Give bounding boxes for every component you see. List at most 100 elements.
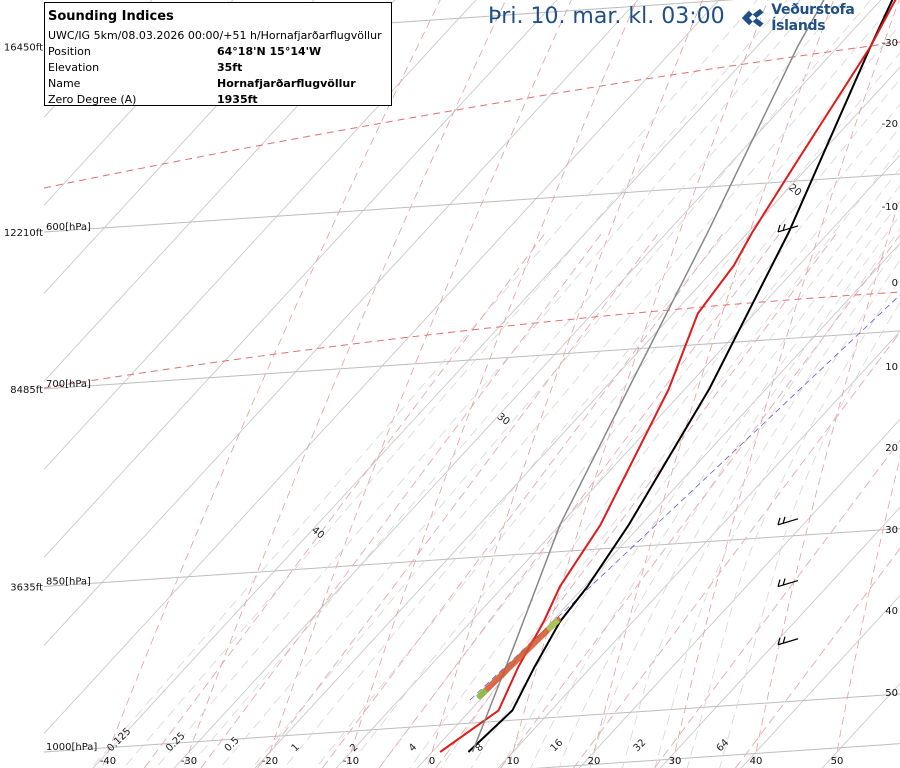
moist-adiabat-label: 40 (309, 525, 326, 542)
moist-adiabat (378, 103, 900, 768)
brand[interactable]: Veðurstofa Íslands (740, 2, 900, 34)
right-temperature-label: 10 (885, 362, 898, 373)
altitude-label: 12210ft (4, 228, 43, 239)
pressure-label: 700[hPa] (46, 379, 91, 390)
info-label-name: Name (48, 77, 81, 90)
forecast-time-title: Þri. 10. mar. kl. 03:00 (488, 4, 725, 29)
lcl-segment-end (545, 617, 561, 633)
mixing-ratio-line (653, 439, 900, 768)
moist-adiabat (123, 0, 788, 768)
right-temperature-label: -20 (882, 119, 898, 130)
pressure-label: 600[hPa] (46, 222, 91, 233)
freezing-level-lower (44, 291, 900, 389)
right-temperature-label: 0 (892, 278, 898, 289)
isobar-line (44, 528, 900, 588)
lcl-segment (477, 617, 561, 699)
temperature-tick-label: -40 (100, 756, 116, 767)
moist-adiabat-label: 20 (786, 182, 803, 199)
temperature-tick-label: -10 (343, 756, 359, 767)
mixing-ratio-line (572, 331, 900, 768)
info-label-zero-degree: Zero Degree (A) (48, 93, 137, 106)
dry-adiabat-grid (101, 0, 900, 768)
altitude-label: 3635ft (10, 583, 43, 594)
mixing-ratio-label: 1 (290, 742, 302, 754)
temperature-tick-label: 40 (750, 756, 763, 767)
mixing-ratio-label: 0.125 (105, 726, 133, 754)
right-temperature-label: -10 (882, 202, 898, 213)
moist-adiabat (315, 52, 900, 768)
mixing-ratio-line (734, 547, 900, 768)
right-temperature-label: 40 (885, 606, 898, 617)
freezing-level-lines (44, 41, 900, 701)
wind-barbs (777, 223, 799, 646)
info-value-elevation: 35ft (217, 61, 243, 74)
mixing-ratio-line (200, 231, 603, 768)
isotherm-line (254, 66, 900, 768)
vedurstofa-logo-icon (741, 8, 764, 28)
isobar-grid (44, 0, 900, 768)
mixing-ratio-line (143, 231, 547, 768)
isobar-line (44, 330, 900, 390)
moist-adiabat (440, 147, 900, 768)
mixing-ratio-label: 0.5 (223, 735, 242, 754)
isotherm-line (872, 0, 900, 768)
mixing-ratio-line (378, 231, 782, 768)
moist-adiabat (346, 78, 900, 768)
dry-adiabat (508, 0, 769, 768)
brand-name: Veðurstofa Íslands (771, 2, 855, 34)
moist-adiabat (500, 185, 900, 768)
series-dew-point (439, 0, 897, 753)
dry-adiabat (264, 0, 572, 768)
wind-barb (777, 578, 799, 588)
isotherm-line (335, 154, 900, 768)
altitude-label: 8485ft (10, 385, 43, 396)
series-temperature (467, 0, 894, 753)
temperature-tick-label: 50 (831, 756, 844, 767)
moist-adiabat (219, 0, 872, 768)
moist-adiabat-label: 30 (495, 411, 512, 428)
moist-adiabat (90, 0, 758, 768)
mixing-ratio-label: 4 (407, 742, 419, 754)
mixing-ratio-line (500, 234, 900, 768)
right-temperature-label: 20 (885, 443, 898, 454)
mixing-ratio-line (435, 231, 838, 768)
wind-barb (777, 636, 799, 646)
info-title: Sounding Indices (48, 9, 174, 24)
series-parcel (471, 0, 825, 753)
right-temperature-label: 30 (885, 525, 898, 536)
sounding-series (439, 0, 897, 753)
moist-adiabat (155, 0, 817, 768)
isotherm-line (92, 0, 801, 768)
moist-adiabat (251, 0, 898, 768)
temperature-tick-label: 30 (669, 756, 682, 767)
dry-adiabat (101, 0, 441, 768)
mixing-ratio-label: 16 (549, 737, 566, 754)
moist-adiabat (409, 126, 900, 768)
temperature-tick-label: 10 (507, 756, 520, 767)
right-temperature-label: -30 (882, 38, 898, 49)
moist-adiabat (719, 301, 900, 768)
dry-adiabat (182, 0, 507, 768)
info-label-position: Position (48, 45, 91, 58)
info-value-zero-degree: 1935ft (217, 93, 258, 106)
moist-adiabat (530, 200, 900, 768)
pressure-label: 1000[hPa] (46, 742, 97, 753)
moist-adiabat (558, 214, 900, 768)
mixing-ratio-label: 64 (715, 737, 732, 754)
temperature-tick-label: -30 (181, 756, 197, 767)
isotherm-line (173, 0, 882, 768)
info-value-name: Hornafjarðarflugvöllur (217, 77, 356, 90)
mixing-ratio-line (321, 231, 725, 768)
isotherm-line (416, 242, 900, 768)
wind-barb (777, 516, 799, 526)
moist-adiabat-grid (90, 0, 900, 768)
moist-adiabat (283, 24, 900, 768)
wind-barb (777, 223, 799, 233)
temperature-tick-label: 20 (588, 756, 601, 767)
